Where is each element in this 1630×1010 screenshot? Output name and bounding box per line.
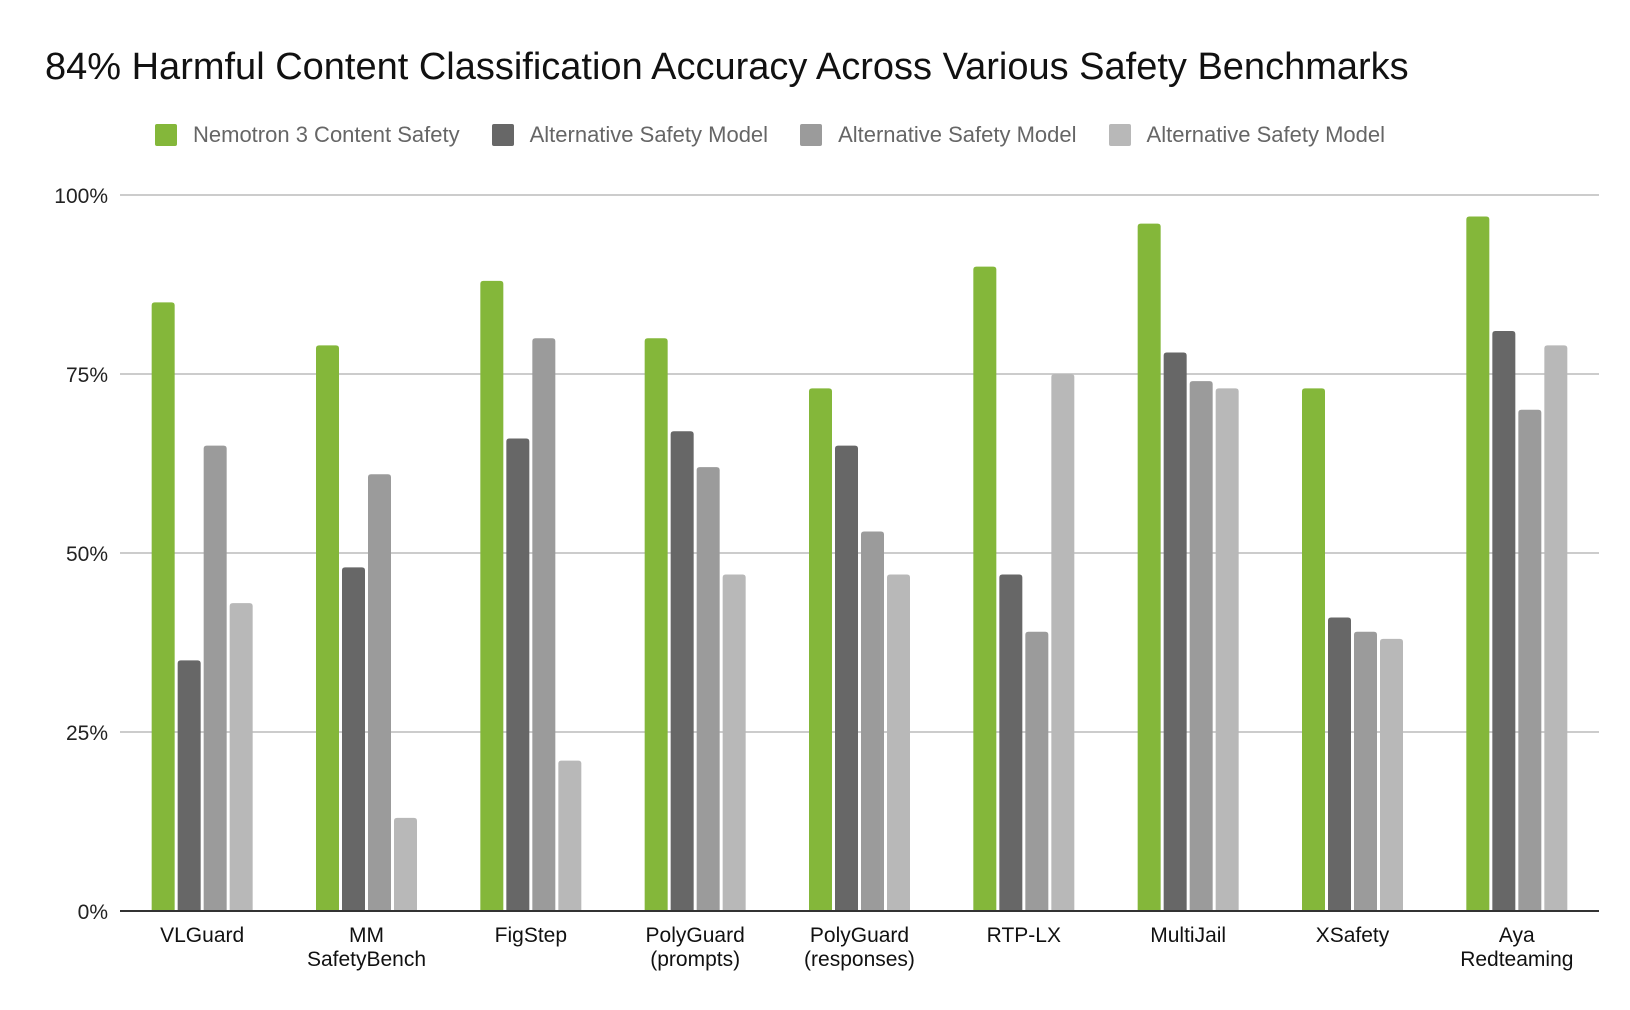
- bar: [999, 574, 1023, 911]
- bar: [1544, 345, 1568, 911]
- x-tick-label: PolyGuard (responses): [804, 924, 915, 971]
- x-tick-label: XSafety: [1316, 924, 1390, 947]
- bar: [809, 388, 832, 911]
- y-tick-label: 0%: [78, 901, 108, 924]
- legend-label: Alternative Safety Model: [1146, 122, 1385, 147]
- legend-label: Alternative Safety Model: [838, 122, 1077, 147]
- bar: [887, 574, 910, 911]
- bar: [1051, 374, 1075, 911]
- x-tick-label: VLGuard: [160, 924, 244, 947]
- x-tick-label: RTP-LX: [987, 924, 1061, 947]
- bar: [532, 338, 556, 911]
- x-tick-label: Aya Redteaming: [1460, 924, 1573, 971]
- chart-title: 84% Harmful Content Classification Accur…: [45, 46, 1409, 88]
- bar: [506, 438, 530, 911]
- legend-item: Nemotron 3 Content Safety: [155, 122, 460, 148]
- y-tick-label: 75%: [66, 364, 108, 387]
- bar: [229, 603, 253, 911]
- bar: [1466, 216, 1490, 912]
- x-tick-label: FigStep: [495, 924, 567, 947]
- x-tick-label: MM SafetyBench: [307, 924, 426, 971]
- legend-item: Alternative Safety Model: [1108, 122, 1385, 148]
- legend-label: Alternative Safety Model: [529, 122, 769, 147]
- legend-swatch: [155, 124, 177, 146]
- bar: [1328, 617, 1351, 911]
- bar: [861, 531, 884, 911]
- bar: [1518, 409, 1542, 911]
- x-tick-label: MultiJail: [1150, 924, 1226, 947]
- bar: [835, 445, 858, 911]
- bar: [1492, 331, 1516, 911]
- y-tick-label: 100%: [54, 185, 108, 208]
- bar: [368, 474, 391, 911]
- bar: [1302, 388, 1325, 911]
- bar: [973, 266, 997, 912]
- bar: [1215, 388, 1239, 911]
- bar: [342, 567, 365, 911]
- bar: [558, 760, 582, 911]
- legend-item: Alternative Safety Model: [491, 122, 769, 148]
- bar: [1163, 352, 1187, 911]
- bar: [151, 302, 175, 911]
- legend-label: Nemotron 3 Content Safety: [193, 122, 460, 147]
- y-tick-label: 50%: [66, 543, 108, 566]
- legend: Nemotron 3 Content Safety Alternative Sa…: [155, 122, 1385, 148]
- bar: [1380, 638, 1403, 911]
- legend-item: Alternative Safety Model: [800, 122, 1077, 148]
- bar: [203, 445, 227, 911]
- y-tick-label: 25%: [66, 722, 108, 745]
- legend-swatch: [800, 124, 823, 146]
- bar: [696, 467, 720, 911]
- bar: [1354, 631, 1377, 911]
- bar: [1137, 223, 1161, 911]
- bar: [670, 431, 694, 911]
- x-tick-label: PolyGuard (prompts): [646, 924, 745, 971]
- bar: [1189, 381, 1213, 911]
- bar: [394, 817, 417, 911]
- bar: [644, 338, 668, 911]
- bar: [177, 660, 201, 911]
- bar: [316, 345, 339, 911]
- bar: [480, 280, 504, 911]
- bar: [722, 574, 746, 911]
- legend-swatch: [1108, 124, 1131, 146]
- bar: [1025, 631, 1049, 911]
- legend-swatch: [491, 124, 514, 146]
